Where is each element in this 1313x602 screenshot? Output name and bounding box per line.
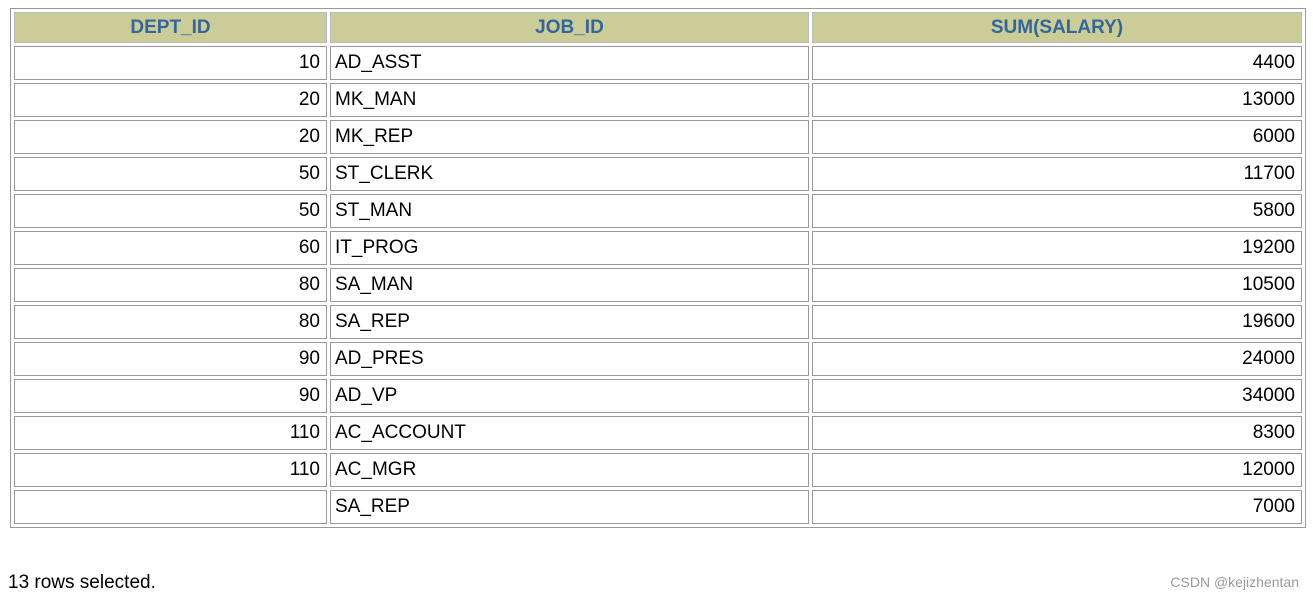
table-cell: 11700: [812, 157, 1302, 191]
table-cell: 50: [14, 194, 327, 228]
table-row: 50 ST_MAN 5800: [14, 194, 1302, 228]
table-cell: 19200: [812, 231, 1302, 265]
table-row: 80 SA_REP 19600: [14, 305, 1302, 339]
table-cell: 34000: [812, 379, 1302, 413]
table-row: 20 MK_REP 6000: [14, 120, 1302, 154]
column-header: DEPT_ID: [14, 12, 327, 43]
table-cell: 10: [14, 46, 327, 80]
row-count: 13 rows selected.: [8, 572, 156, 593]
table-row: 50 ST_CLERK 11700: [14, 157, 1302, 191]
table-row: 10 AD_ASST 4400: [14, 46, 1302, 80]
table-row: 110 AC_ACCOUNT 8300: [14, 416, 1302, 450]
table-cell: 90: [14, 342, 327, 376]
table-row: 90 AD_PRES 24000: [14, 342, 1302, 376]
table-cell: 90: [14, 379, 327, 413]
table-row: 60 IT_PROG 19200: [14, 231, 1302, 265]
table-cell: 8300: [812, 416, 1302, 450]
table-cell: [14, 490, 327, 524]
table-cell: 7000: [812, 490, 1302, 524]
table-cell: 20: [14, 83, 327, 117]
table-cell: 110: [14, 416, 327, 450]
table-cell: SA_MAN: [330, 268, 809, 302]
table-cell: MK_MAN: [330, 83, 809, 117]
table-cell: 24000: [812, 342, 1302, 376]
table-cell: 110: [14, 453, 327, 487]
table-cell: 50: [14, 157, 327, 191]
table-cell: 19600: [812, 305, 1302, 339]
column-header: SUM(SALARY): [812, 12, 1302, 43]
table-cell: ST_MAN: [330, 194, 809, 228]
table-cell: 4400: [812, 46, 1302, 80]
table-cell: SA_REP: [330, 305, 809, 339]
table-cell: AD_VP: [330, 379, 809, 413]
table-cell: AC_MGR: [330, 453, 809, 487]
table-cell: 20: [14, 120, 327, 154]
table-cell: SA_REP: [330, 490, 809, 524]
table-cell: MK_REP: [330, 120, 809, 154]
column-header: JOB_ID: [330, 12, 809, 43]
table-cell: ST_CLERK: [330, 157, 809, 191]
table-cell: AD_PRES: [330, 342, 809, 376]
watermark: CSDN @kejizhentan: [1170, 574, 1299, 590]
table-cell: AC_ACCOUNT: [330, 416, 809, 450]
table-cell: 60: [14, 231, 327, 265]
table-row: 80 SA_MAN 10500: [14, 268, 1302, 302]
table-cell: 13000: [812, 83, 1302, 117]
table-row: 20 MK_MAN 13000: [14, 83, 1302, 117]
table-cell: IT_PROG: [330, 231, 809, 265]
table-row: SA_REP 7000: [14, 490, 1302, 524]
table-row: 110 AC_MGR 12000: [14, 453, 1302, 487]
table-cell: 12000: [812, 453, 1302, 487]
table-row: 90 AD_VP 34000: [14, 379, 1302, 413]
table-cell: 5800: [812, 194, 1302, 228]
table-cell: AD_ASST: [330, 46, 809, 80]
table-body: 10 AD_ASST 4400 20 MK_MAN 13000 20 MK_REP 6000 50…: [14, 46, 1302, 524]
table-cell: 6000: [812, 120, 1302, 154]
table-cell: 80: [14, 305, 327, 339]
result-table: DEPT_ID JOB_ID SUM(SALARY) 10 AD_ASST 4400 20…: [10, 8, 1306, 528]
table-cell: 80: [14, 268, 327, 302]
table-cell: 10500: [812, 268, 1302, 302]
header-row: DEPT_ID JOB_ID SUM(SALARY): [14, 12, 1302, 43]
